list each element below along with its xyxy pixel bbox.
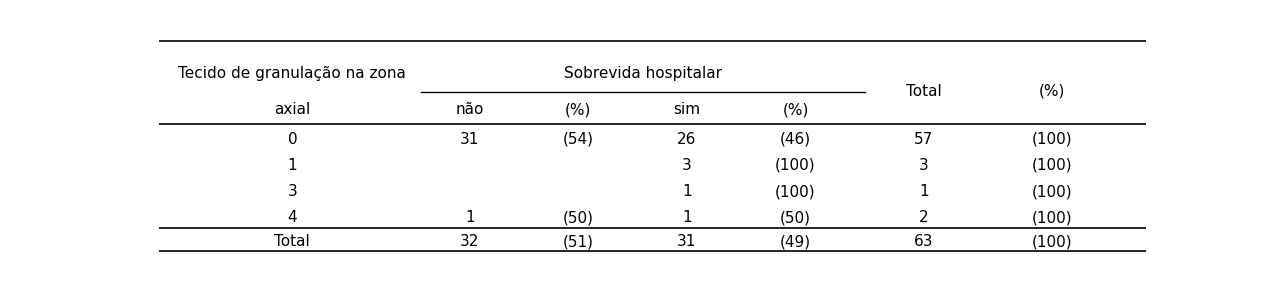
- Text: não: não: [456, 102, 484, 117]
- Text: (100): (100): [1031, 210, 1072, 225]
- Text: (50): (50): [563, 210, 594, 225]
- Text: 3: 3: [919, 158, 928, 173]
- Text: (%): (%): [565, 102, 592, 117]
- Text: (54): (54): [563, 131, 594, 147]
- Text: Total: Total: [906, 84, 942, 99]
- Text: (100): (100): [1031, 131, 1072, 147]
- Text: (100): (100): [775, 184, 816, 199]
- Text: 1: 1: [919, 184, 928, 199]
- Text: 57: 57: [914, 131, 933, 147]
- Text: 31: 31: [461, 131, 480, 147]
- Text: Tecido de granulação na zona: Tecido de granulação na zona: [178, 66, 406, 81]
- Text: 1: 1: [465, 210, 475, 225]
- Text: (%): (%): [783, 102, 808, 117]
- Text: 3: 3: [288, 184, 297, 199]
- Text: (100): (100): [775, 158, 816, 173]
- Text: (100): (100): [1031, 158, 1072, 173]
- Text: 32: 32: [461, 234, 480, 249]
- Text: (50): (50): [780, 210, 811, 225]
- Text: 0: 0: [288, 131, 297, 147]
- Text: 3: 3: [682, 158, 691, 173]
- Text: 31: 31: [677, 234, 696, 249]
- Text: 4: 4: [288, 210, 297, 225]
- Text: sim: sim: [673, 102, 700, 117]
- Text: (46): (46): [780, 131, 811, 147]
- Text: 1: 1: [682, 184, 691, 199]
- Text: (51): (51): [563, 234, 594, 249]
- Text: 63: 63: [914, 234, 933, 249]
- Text: 26: 26: [677, 131, 696, 147]
- Text: axial: axial: [274, 102, 311, 117]
- Text: Sobrevida hospitalar: Sobrevida hospitalar: [564, 66, 722, 81]
- Text: (49): (49): [780, 234, 811, 249]
- Text: (%): (%): [1039, 84, 1066, 99]
- Text: (100): (100): [1031, 234, 1072, 249]
- Text: 2: 2: [919, 210, 928, 225]
- Text: Total: Total: [275, 234, 311, 249]
- Text: 1: 1: [682, 210, 691, 225]
- Text: 1: 1: [288, 158, 297, 173]
- Text: (100): (100): [1031, 184, 1072, 199]
